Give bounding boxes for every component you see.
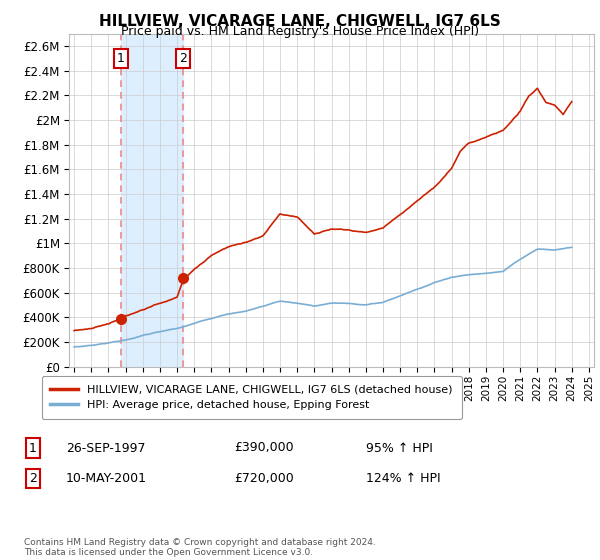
Text: HILLVIEW, VICARAGE LANE, CHIGWELL, IG7 6LS: HILLVIEW, VICARAGE LANE, CHIGWELL, IG7 6…: [99, 14, 501, 29]
Bar: [121, 34, 183, 367]
Text: 2: 2: [179, 52, 187, 65]
Text: £390,000: £390,000: [234, 441, 293, 455]
Text: 26-SEP-1997: 26-SEP-1997: [66, 441, 146, 455]
Text: 1: 1: [29, 441, 37, 455]
Text: 1: 1: [117, 52, 125, 65]
Text: Contains HM Land Registry data © Crown copyright and database right 2024.
This d: Contains HM Land Registry data © Crown c…: [24, 538, 376, 557]
Text: 124% ↑ HPI: 124% ↑ HPI: [366, 472, 440, 486]
Text: 2: 2: [29, 472, 37, 486]
Text: 95% ↑ HPI: 95% ↑ HPI: [366, 441, 433, 455]
Text: Price paid vs. HM Land Registry's House Price Index (HPI): Price paid vs. HM Land Registry's House …: [121, 25, 479, 38]
Text: £720,000: £720,000: [234, 472, 294, 486]
Text: 10-MAY-2001: 10-MAY-2001: [66, 472, 147, 486]
Legend: HILLVIEW, VICARAGE LANE, CHIGWELL, IG7 6LS (detached house), HPI: Average price,: HILLVIEW, VICARAGE LANE, CHIGWELL, IG7 6…: [41, 376, 461, 419]
